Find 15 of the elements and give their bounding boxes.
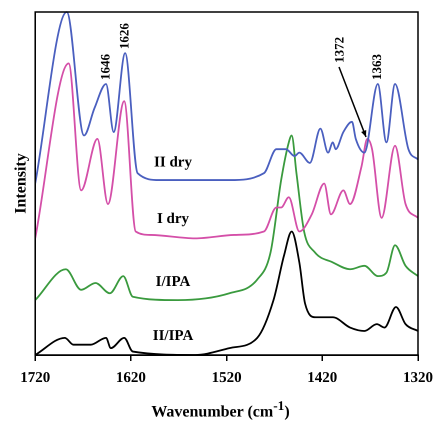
annotation: 1626: [116, 22, 132, 50]
x-tick-label: 1620: [116, 370, 146, 386]
x-tick-label: 1720: [20, 370, 50, 386]
annotation: 1646: [97, 54, 112, 80]
annotation: 1372: [332, 36, 347, 63]
x-tick-label: 1320: [403, 370, 433, 386]
series-label: I dry: [156, 211, 190, 228]
x-tick-label: 1420: [307, 370, 338, 386]
series-label: I/IPA: [156, 274, 191, 290]
x-tick-label: 1520: [212, 370, 242, 386]
y-axis-title: Intensity: [12, 153, 30, 214]
series-label: II dry: [154, 154, 192, 170]
series-label: II/IPA: [152, 328, 194, 344]
annotation: 1363: [369, 54, 384, 80]
x-axis-title: Wavenumber (cm$^{-1}$): [150, 398, 291, 422]
